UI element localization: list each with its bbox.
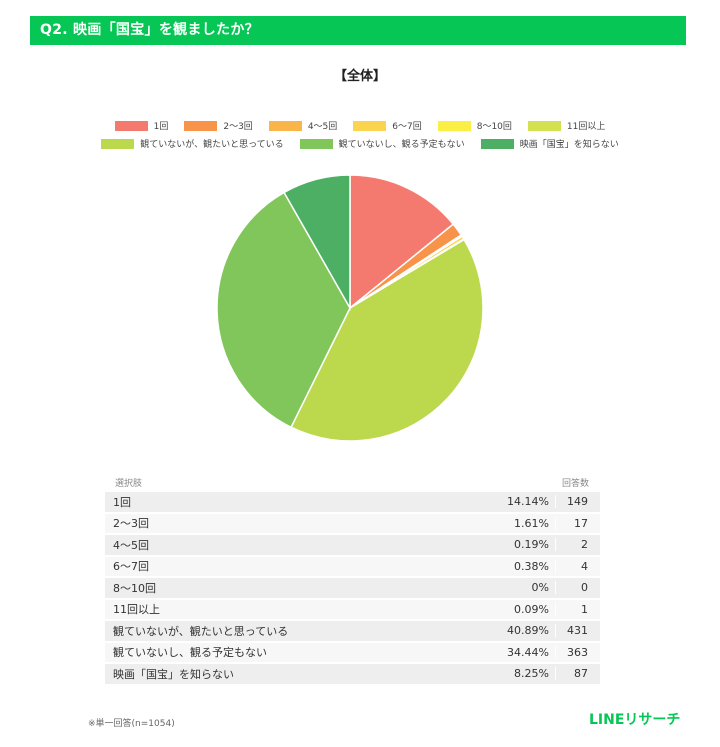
choice-count: 431 bbox=[567, 624, 588, 638]
pie-slice bbox=[283, 174, 351, 311]
choice-percent: 0.09% bbox=[500, 602, 556, 616]
results-table: 選択肢 回答数 1回 14.14% 149 2〜3回 1.61% 17 4〜5回 0.19% 2… bbox=[105, 472, 600, 686]
legend-label: 観ていないし、観る予定もない bbox=[338, 140, 465, 150]
choice-label: 観ていないが、観たいと思っている bbox=[113, 624, 289, 638]
legend-swatch bbox=[184, 120, 218, 131]
table-row: 1回 14.14% 149 bbox=[105, 492, 600, 514]
choice-label: 2〜3回 bbox=[113, 517, 149, 531]
legend-item: 2〜3回 bbox=[184, 119, 253, 132]
choice-label: 観ていないし、観る予定もない bbox=[113, 646, 267, 660]
table-row: 観ていないし、観る予定もない 34.44% 363 bbox=[105, 642, 600, 664]
legend-label: 観ていないが、観たいと思っている bbox=[140, 140, 284, 150]
question-header: Q2. 映画「国宝」を観ましたか？ bbox=[30, 16, 686, 45]
table-header: 選択肢 回答数 bbox=[105, 472, 600, 492]
chart-legend: 1回 2〜3回 4〜5回 6〜7回 8〜10回 11回以上観ていないが、観たいと思っている… bbox=[90, 119, 630, 150]
legend-label: 6〜7回 bbox=[392, 122, 422, 132]
legend-item: 1回 bbox=[114, 119, 169, 132]
legend-item: 観ていないし、観る予定もない bbox=[299, 137, 465, 150]
legend-label: 11回以上 bbox=[566, 122, 606, 132]
choice-percent: 0% bbox=[500, 581, 556, 595]
choice-label: 4〜5回 bbox=[113, 538, 149, 552]
pie-chart bbox=[216, 174, 484, 442]
choice-percent: 34.44% bbox=[500, 645, 556, 659]
choice-label: 11回以上 bbox=[113, 603, 160, 617]
choice-count: 0 bbox=[581, 581, 588, 595]
legend-item: 11回以上 bbox=[527, 119, 606, 132]
legend-item: 4〜5回 bbox=[268, 119, 338, 132]
table-row: 4〜5回 0.19% 2 bbox=[105, 535, 600, 557]
choice-percent: 8.25% bbox=[500, 667, 556, 681]
section-title: 【全体】 bbox=[333, 69, 386, 84]
legend-item: 観ていないが、観たいと思っている bbox=[101, 137, 284, 150]
choice-count: 363 bbox=[567, 645, 588, 659]
legend-swatch bbox=[299, 138, 333, 149]
choice-percent: 40.89% bbox=[500, 624, 556, 638]
choice-label: 6〜7回 bbox=[113, 560, 149, 574]
legend-item: 映画「国宝」を知らない bbox=[480, 137, 619, 150]
pie-slice bbox=[349, 174, 455, 310]
choice-percent: 14.14% bbox=[500, 495, 556, 509]
table-row: 2〜3回 1.61% 17 bbox=[105, 513, 600, 535]
choice-count: 4 bbox=[581, 559, 588, 573]
legend-label: 8〜10回 bbox=[476, 122, 512, 132]
choice-percent: 1.61% bbox=[500, 516, 556, 530]
choice-label: 8〜10回 bbox=[113, 581, 156, 595]
pie-slice bbox=[290, 238, 484, 442]
footnote: ※単一回答(n=1054) bbox=[88, 719, 175, 729]
table-row: 観ていないが、観たいと思っている 40.89% 431 bbox=[105, 621, 600, 643]
choice-label: 1回 bbox=[113, 495, 131, 509]
legend-swatch bbox=[268, 120, 302, 131]
table-row: 11回以上 0.09% 1 bbox=[105, 599, 600, 621]
choice-count: 17 bbox=[574, 516, 588, 530]
legend-swatch bbox=[101, 138, 135, 149]
legend-item: 6〜7回 bbox=[353, 119, 422, 132]
choice-count: 2 bbox=[581, 538, 588, 552]
legend-swatch bbox=[114, 120, 148, 131]
line-research-logo: LINEリサーチ bbox=[589, 712, 681, 728]
legend-swatch bbox=[437, 120, 471, 131]
choice-percent: 0.19% bbox=[500, 538, 556, 552]
legend-swatch bbox=[480, 138, 514, 149]
choice-count: 87 bbox=[574, 667, 588, 681]
legend-item: 8〜10回 bbox=[437, 119, 512, 132]
header-count: 回答数 bbox=[561, 478, 589, 489]
table-row: 6〜7回 0.38% 4 bbox=[105, 556, 600, 578]
legend-label: 1回 bbox=[153, 122, 169, 132]
legend-label: 4〜5回 bbox=[307, 122, 338, 132]
choice-percent: 0.38% bbox=[500, 559, 556, 573]
header-choice: 選択肢 bbox=[115, 478, 143, 489]
table-row: 映画「国宝」を知らない 8.25% 87 bbox=[105, 664, 600, 686]
legend-label: 映画「国宝」を知らない bbox=[519, 140, 619, 150]
legend-swatch bbox=[353, 120, 387, 131]
choice-count: 149 bbox=[567, 495, 588, 509]
legend-swatch bbox=[527, 120, 561, 131]
table-row: 8〜10回 0% 0 bbox=[105, 578, 600, 600]
choice-label: 映画「国宝」を知らない bbox=[113, 667, 234, 681]
table-body: 1回 14.14% 149 2〜3回 1.61% 17 4〜5回 0.19% 2 6〜7回 0.38… bbox=[105, 492, 600, 686]
legend-label: 2〜3回 bbox=[223, 122, 253, 132]
choice-count: 1 bbox=[581, 602, 588, 616]
